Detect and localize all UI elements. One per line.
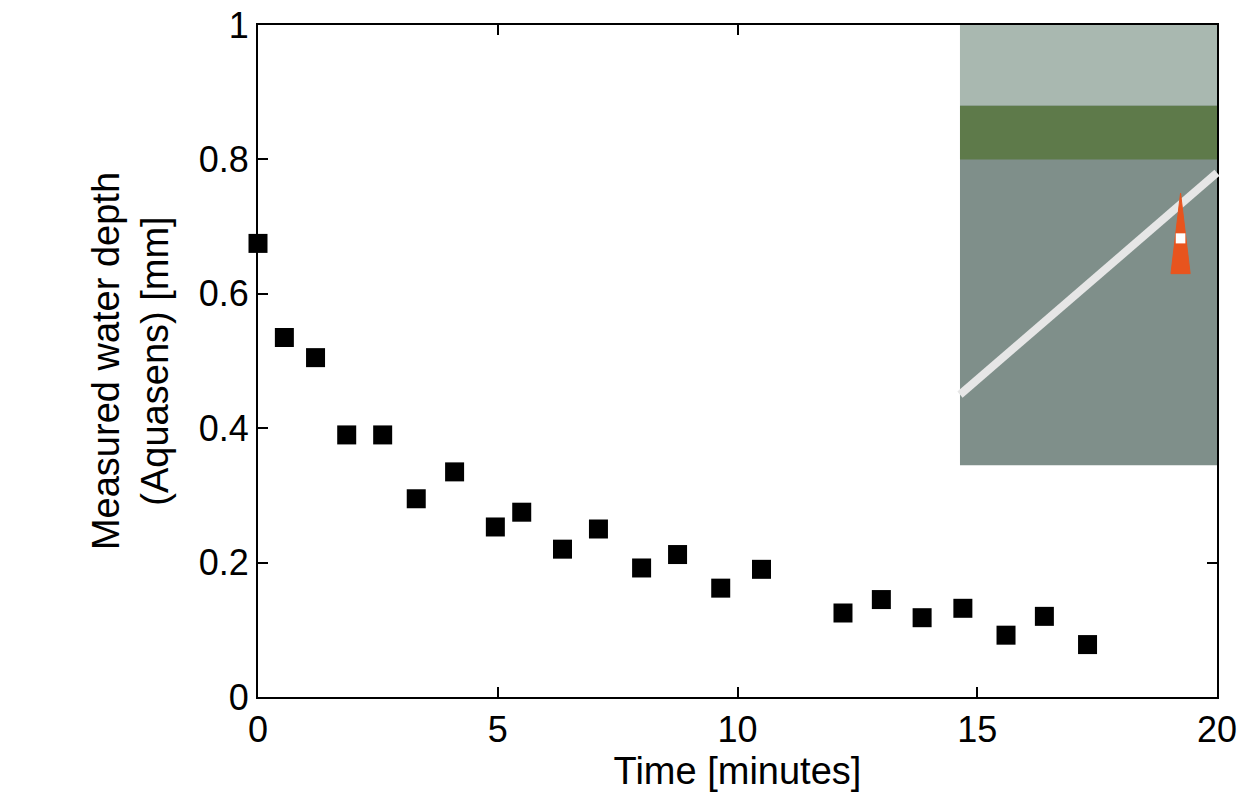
svg-text:20: 20 — [1197, 709, 1237, 750]
svg-text:10: 10 — [717, 709, 757, 750]
svg-text:Measured water depth(Aquasens): Measured water depth(Aquasens) [mm] — [85, 172, 176, 550]
svg-text:5: 5 — [488, 709, 508, 750]
svg-text:0.2: 0.2 — [199, 542, 249, 583]
svg-text:Time [minutes]: Time [minutes] — [614, 750, 862, 792]
svg-text:0: 0 — [229, 677, 249, 718]
svg-text:0: 0 — [248, 709, 268, 750]
svg-text:0.6: 0.6 — [199, 273, 249, 314]
svg-text:0.8: 0.8 — [199, 139, 249, 180]
svg-text:0.4: 0.4 — [199, 408, 249, 449]
svg-text:15: 15 — [957, 709, 997, 750]
svg-text:1: 1 — [229, 5, 249, 46]
